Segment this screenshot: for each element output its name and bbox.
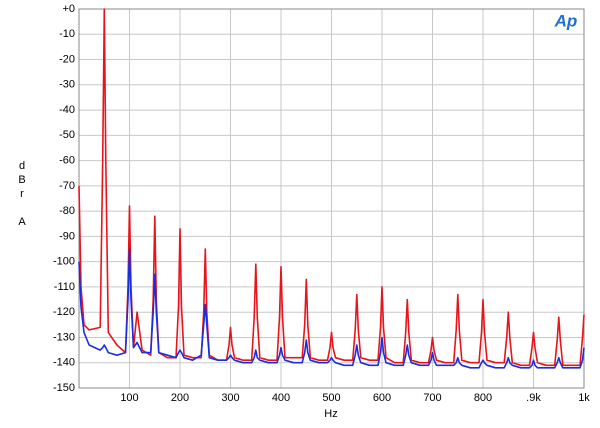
x-tick-label: 1k [578, 392, 590, 404]
x-tick-label: 200 [171, 392, 189, 404]
x-tick-label: 800 [474, 392, 492, 404]
y-tick-label: -70 [59, 180, 75, 192]
x-tick-label: 500 [322, 392, 340, 404]
y-tick-label: -140 [53, 357, 75, 369]
y-tick-label: -130 [53, 331, 75, 343]
y-tick-label: -120 [53, 306, 75, 318]
x-tick-label: 700 [423, 392, 441, 404]
y-tick-label: -30 [59, 79, 75, 91]
y-tick-label: -150 [53, 382, 75, 394]
y-tick-label: -90 [59, 230, 75, 242]
y-tick-label: -80 [59, 205, 75, 217]
x-axis-label: Hz [324, 408, 337, 420]
logo: Ap [554, 11, 578, 30]
y-tick-label: -110 [54, 281, 75, 293]
x-tick-label: .9k [526, 392, 541, 404]
spectrum-line [78, 248, 585, 369]
y-tick-label: -10 [59, 28, 75, 40]
x-tick-label: 400 [272, 392, 290, 404]
y-tick-label: -40 [59, 104, 75, 116]
x-tick-label: 300 [221, 392, 239, 404]
x-tick-label: 600 [373, 392, 391, 404]
y-tick-label: +0 [62, 3, 75, 15]
y-tick-label: -60 [59, 155, 75, 167]
x-tick-label: 100 [120, 392, 138, 404]
y-tick-label: -100 [53, 256, 75, 268]
y-axis-label: dBr A [16, 160, 28, 230]
y-tick-label: -50 [59, 129, 75, 141]
y-tick-label: -20 [59, 53, 75, 65]
